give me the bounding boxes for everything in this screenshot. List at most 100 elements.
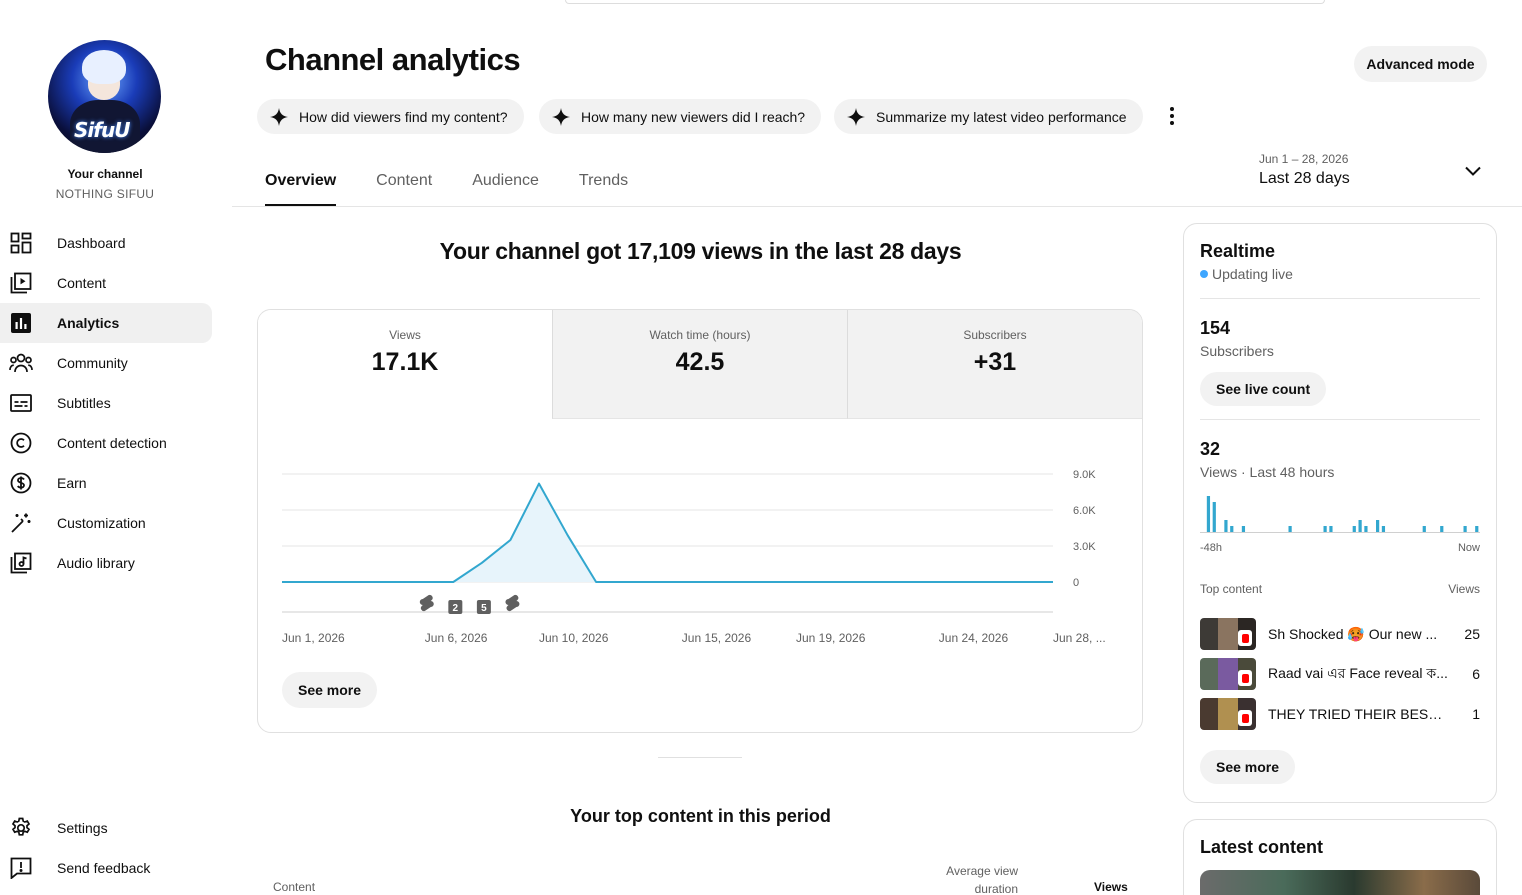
video-views: 6 [1472,666,1480,682]
x-tick-label: Jun 1, 2026 [282,631,345,645]
metric-tab-views[interactable]: Views 17.1K [258,310,552,419]
sidebar-item-label: Community [57,355,128,371]
sidebar-item-label: Content [57,275,107,291]
column-header-content[interactable]: Content [273,880,316,894]
list-item[interactable]: Sh Shocked 🥵 Our new ... 25 [1200,618,1480,650]
header-divider [232,206,1522,207]
realtime-views-label: Views · Last 48 hours [1200,464,1335,480]
sidebar-item-subtitles[interactable]: Subtitles [0,383,212,423]
sidebar-item-analytics[interactable]: Analytics [0,303,212,343]
chart-end-label: Now [1457,542,1480,554]
sidebar-item-send-feedback[interactable]: Send feedback [0,848,212,888]
sidebar-item-settings[interactable]: Settings [0,808,212,848]
y-tick-label: 3.0K [1073,541,1096,553]
x-tick-label: Jun 24, 2026 [939,631,1009,645]
suggestion-chip-new-viewers[interactable]: How many new viewers did I reach? [539,99,822,134]
metric-tabs: Views 17.1K Watch time (hours) 42.5 Subs… [258,310,1142,419]
divider [1200,298,1480,299]
bar [1376,520,1380,532]
chevron-down-icon[interactable] [1464,164,1482,178]
see-live-count-button[interactable]: See live count [1200,372,1327,406]
chip-label: How did viewers find my content? [299,108,508,125]
bar [1475,526,1479,532]
more-options-icon[interactable] [1161,104,1183,128]
x-tick-label: Jun 15, 2026 [682,631,752,645]
tab-audience[interactable]: Audience [472,172,539,189]
page-title: Channel analytics [265,42,521,77]
column-header-avg-view-duration[interactable]: Average view duration [946,864,1018,895]
y-tick-label: 6.0K [1073,505,1096,517]
list-item[interactable]: Raad vai এর Face reveal ক... 6 [1200,658,1480,690]
bar [1364,526,1368,532]
sparkle-icon [847,107,865,126]
realtime-views-bar-chart [1200,496,1480,533]
y-tick-label: 0 [1073,577,1079,589]
metric-value: +31 [973,348,1017,376]
metric-tab-subscribers[interactable]: Subscribers +31 [847,310,1142,419]
bar [1230,526,1234,532]
sidebar-item-content-detection[interactable]: Content detection [0,423,212,463]
sidebar-item-dashboard[interactable]: Dashboard [0,223,212,263]
advanced-mode-button[interactable]: Advanced mode [1354,46,1487,82]
marker-label: 2 [453,603,459,614]
live-dot-icon [1200,270,1208,278]
metric-value: 17.1K [371,348,439,376]
sidebar-item-customization[interactable]: Customization [0,503,212,543]
marker-badge [476,600,491,614]
your-channel-label: Your channel [67,167,143,181]
section-divider [658,757,742,758]
latest-content-card: Latest content [1183,819,1497,895]
series-area [282,483,1053,582]
video-title: THEY TRIED THEIR BEST ... [1268,706,1453,722]
metric-label: Views [389,328,421,342]
bar [1224,520,1228,532]
sparkle-icon [552,107,570,126]
see-more-button[interactable]: See more [1200,750,1296,784]
subscriber-count: 154 [1200,318,1231,338]
video-thumbnail [1200,658,1256,690]
video-views: 25 [1464,626,1480,642]
latest-content-title: Latest content [1200,837,1324,857]
bar [1422,526,1426,532]
suggestion-chip-summarize[interactable]: Summarize my latest video performance [834,99,1143,134]
suggestion-chip-viewers-find[interactable]: How did viewers find my content? [257,99,524,134]
sidebar-item-label: Settings [57,820,108,836]
channel-avatar[interactable]: SifuU [48,40,161,153]
latest-video-thumbnail[interactable] [1200,870,1480,895]
marker-badge [448,600,463,614]
bar [1352,526,1356,532]
metric-value: 42.5 [675,348,725,376]
series-line [282,482,1053,583]
sidebar-item-content[interactable]: Content [0,263,212,303]
bar [1440,526,1444,532]
list-item[interactable]: THEY TRIED THEIR BEST ... 1 [1200,698,1480,730]
sidebar-item-earn[interactable]: Earn [0,463,212,503]
sidebar-item-label: Audio library [57,555,135,571]
marker-label: 5 [481,603,487,614]
metric-tab-watch-time[interactable]: Watch time (hours) 42.5 [552,310,847,419]
shorts-icon [1238,630,1252,646]
avatar-logo-text: SifuU [74,118,130,142]
bar [1323,526,1327,532]
tab-overview[interactable]: Overview [265,172,337,206]
subscriber-label: Subscribers [1200,343,1274,359]
x-tick-label: Jun 10, 2026 [539,631,609,645]
copyright-icon [9,431,33,455]
tab-content[interactable]: Content [376,172,433,189]
bar [1463,526,1467,532]
column-header-views[interactable]: Views [1094,880,1128,894]
sidebar: SifuU Your channel NOTHING SIFUU Dashboa… [0,0,232,895]
sidebar-item-audio-library[interactable]: Audio library [0,543,212,583]
search-bar[interactable] [565,0,1325,4]
realtime-card: Realtime Updating live 154 Subscribers S… [1183,223,1497,803]
community-icon [9,351,33,375]
shorts-marker-icon [505,594,520,612]
sidebar-item-community[interactable]: Community [0,343,212,383]
tab-trends[interactable]: Trends [578,172,629,189]
bar [1212,502,1216,532]
video-title: Raad vai এর Face reveal ক... [1268,665,1448,681]
date-range-picker[interactable]: Jun 1 – 28, 2026 Last 28 days [1259,152,1350,188]
x-tick-label: Jun 6, 2026 [425,631,488,645]
see-more-button[interactable]: See more [282,672,378,708]
analytics-icon [9,311,33,335]
